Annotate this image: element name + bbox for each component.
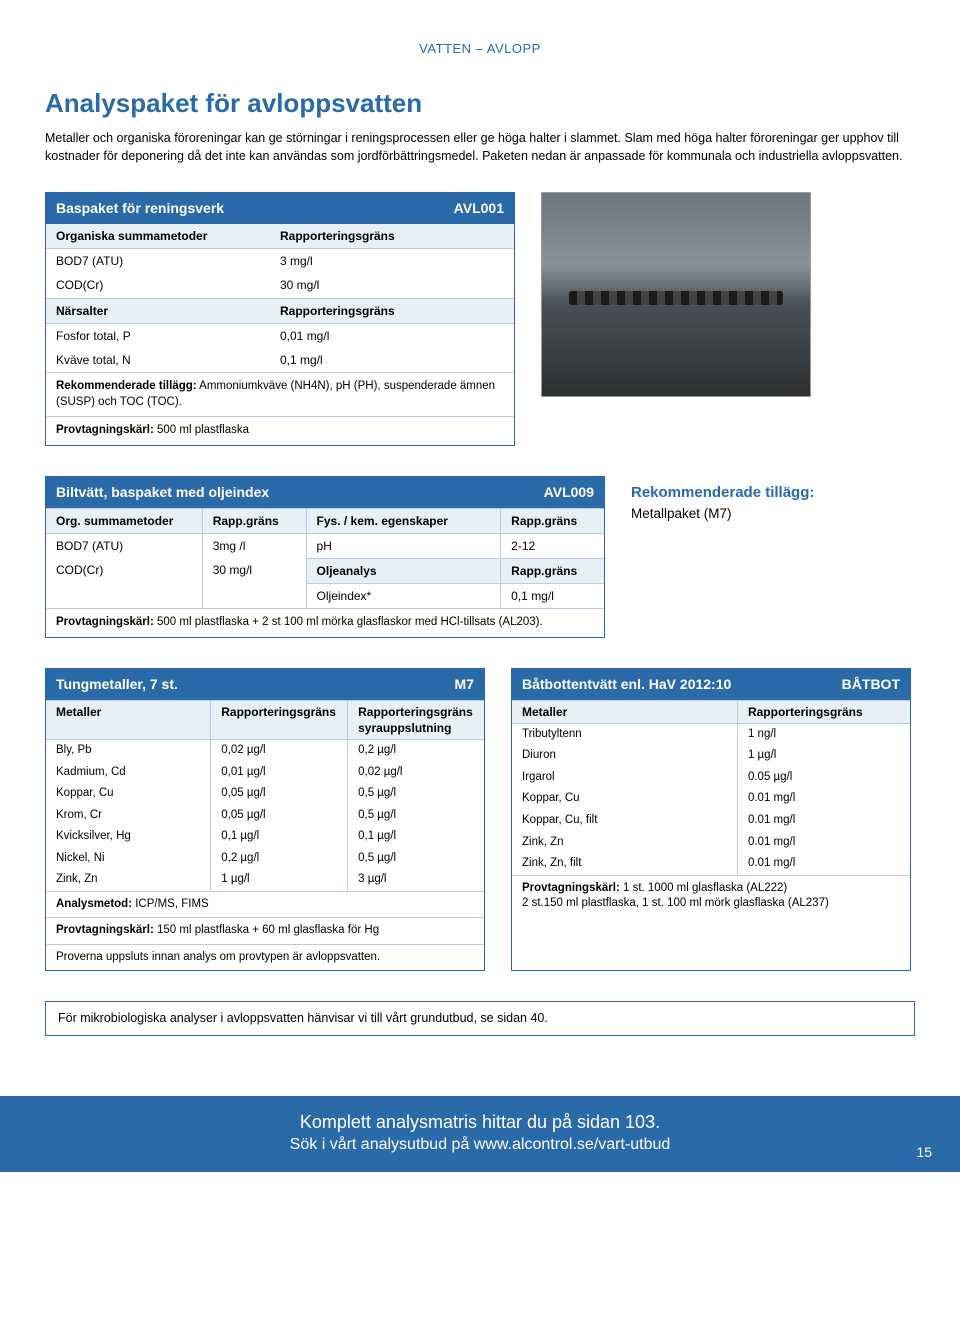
card-title: Båtbottentvätt enl. HaV 2012:10 xyxy=(522,675,731,694)
col-header: Rapp.gräns xyxy=(500,508,604,533)
card-title: Tungmetaller, 7 st. xyxy=(56,675,178,694)
param-value: 0,2 µg/l xyxy=(210,848,347,870)
param-value: 1 µg/l xyxy=(737,745,910,767)
param-value: 0,02 µg/l xyxy=(210,739,347,762)
param-value: 0,5 µg/l xyxy=(347,805,484,827)
param-value: 1 ng/l xyxy=(737,723,910,746)
param-value: 0.05 µg/l xyxy=(737,767,910,789)
param-label: Nickel, Ni xyxy=(46,848,210,870)
card-title: Baspaket för reningsverk xyxy=(56,199,224,218)
param-value: 0.01 mg/l xyxy=(737,810,910,832)
card-code: BÅTBOT xyxy=(842,675,900,694)
col-header: Organiska summametoder xyxy=(56,228,280,244)
card-note: Provtagningskärl: 150 ml plastflaska + 6… xyxy=(46,917,484,944)
card-code: AVL001 xyxy=(454,199,504,218)
card-biltvatt: Biltvätt, baspaket med oljeindex AVL009 O… xyxy=(45,476,605,638)
param-value: 0,01 µg/l xyxy=(210,762,347,784)
col-header: Metaller xyxy=(46,700,210,739)
treatment-plant-photo xyxy=(541,192,811,397)
page-title: Analyspaket för avloppsvatten xyxy=(45,86,915,121)
card-m7: Tungmetaller, 7 st. M7 Metaller Rapporter… xyxy=(45,668,485,971)
param-label: Fosfor total, P xyxy=(56,328,280,344)
param-value: 0,05 µg/l xyxy=(210,805,347,827)
card-note: Rekommenderade tillägg: Rekommenderade t… xyxy=(46,372,514,416)
param-value: 0.01 mg/l xyxy=(737,853,910,875)
card-note: Provtagningskärl: 500 ml plastflaska xyxy=(46,416,514,445)
param-value: 3 µg/l xyxy=(347,869,484,891)
param-value: 0,05 µg/l xyxy=(210,783,347,805)
col-header: Org. summametoder xyxy=(46,508,202,533)
footer-line2: Sök i vårt analysutbud på www.alcontrol.… xyxy=(0,1134,960,1156)
param-label: Zink, Zn xyxy=(512,832,737,854)
param-value: 0,1 µg/l xyxy=(210,826,347,848)
param-value: 30 mg/l xyxy=(280,277,504,293)
card-baspaket: Baspaket för reningsverk AVL001 Organiska… xyxy=(45,192,515,446)
param-label: Kväve total, N xyxy=(56,352,280,368)
col-header: Fys. / kem. egenskaper xyxy=(306,508,501,533)
empty-cell xyxy=(202,583,306,608)
param-label: Koppar, Cu, filt xyxy=(512,810,737,832)
card-note: Proverna uppsluts innan analys om provty… xyxy=(46,944,484,971)
col-header: Metaller xyxy=(512,700,737,723)
card-title: Biltvätt, baspaket med oljeindex xyxy=(56,483,269,502)
microbiology-note: För mikrobiologiska analyser i avloppsva… xyxy=(45,1001,915,1036)
param-value: 0,1 mg/l xyxy=(280,352,504,368)
recommendation-box: Rekommenderade tillägg: Metallpaket (M7) xyxy=(631,476,814,638)
empty-cell xyxy=(46,583,202,608)
param-label: Koppar, Cu xyxy=(512,788,737,810)
param-label: Tributyltenn xyxy=(512,723,737,746)
param-label: COD(Cr) xyxy=(46,558,202,583)
recommendation-body: Metallpaket (M7) xyxy=(631,504,814,524)
param-value: 0.01 mg/l xyxy=(737,788,910,810)
card-note: Analysmetod: ICP/MS, FIMS xyxy=(46,891,484,918)
param-label: Zink, Zn xyxy=(46,869,210,891)
param-label: Oljeindex* xyxy=(306,583,501,608)
intro-text: Metaller och organiska föroreningar kan … xyxy=(45,129,915,167)
page-number: 15 xyxy=(916,1143,932,1162)
param-value: 3 mg/l xyxy=(280,253,504,269)
param-label: Koppar, Cu xyxy=(46,783,210,805)
param-value: 0,1 µg/l xyxy=(347,826,484,848)
card-note: Provtagningskärl: 1 st. 1000 ml glasflas… xyxy=(512,875,910,917)
param-value: 0.01 mg/l xyxy=(737,832,910,854)
param-value: 0,02 µg/l xyxy=(347,762,484,784)
col-header: Rapporteringsgräns xyxy=(280,303,504,319)
card-note: Provtagningskärl: 500 ml plastflaska + 2… xyxy=(46,608,604,637)
col-header: Rapporteringsgräns xyxy=(210,700,347,739)
param-label: Kvicksilver, Hg xyxy=(46,826,210,848)
col-header: Rapp.gräns xyxy=(202,508,306,533)
param-value: 0,5 µg/l xyxy=(347,783,484,805)
param-value: 0,5 µg/l xyxy=(347,848,484,870)
param-value: 0,1 mg/l xyxy=(500,583,604,608)
param-value: 0,2 µg/l xyxy=(347,739,484,762)
recommendation-title: Rekommenderade tillägg: xyxy=(631,482,814,505)
param-value: 30 mg/l xyxy=(202,558,306,583)
param-value: 2-12 xyxy=(500,533,604,558)
param-value: 1 µg/l xyxy=(210,869,347,891)
param-label: Irgarol xyxy=(512,767,737,789)
param-label: Diuron xyxy=(512,745,737,767)
col-header: Rapporteringsgräns xyxy=(280,228,504,244)
page-footer: Komplett analysmatris hittar du på sidan… xyxy=(0,1096,960,1172)
card-code: M7 xyxy=(455,675,474,694)
footer-line1: Komplett analysmatris hittar du på sidan… xyxy=(0,1110,960,1134)
param-label: BOD7 (ATU) xyxy=(46,533,202,558)
col-header: Rapporteringsgräns xyxy=(737,700,910,723)
col-header: Oljeanalys xyxy=(306,558,501,583)
param-label: COD(Cr) xyxy=(56,277,280,293)
param-value: 0,01 mg/l xyxy=(280,328,504,344)
param-label: Zink, Zn, filt xyxy=(512,853,737,875)
col-header: Rapporteringsgräns syrauppslutning xyxy=(347,700,484,739)
param-label: BOD7 (ATU) xyxy=(56,253,280,269)
param-value: 3mg /l xyxy=(202,533,306,558)
card-batbot: Båtbottentvätt enl. HaV 2012:10 BÅTBOT Me… xyxy=(511,668,911,971)
param-label: Krom, Cr xyxy=(46,805,210,827)
param-label: Kadmium, Cd xyxy=(46,762,210,784)
param-label: Bly, Pb xyxy=(46,739,210,762)
category-label: VATTEN – AVLOPP xyxy=(45,40,915,58)
card-code: AVL009 xyxy=(544,483,594,502)
param-label: pH xyxy=(306,533,501,558)
col-header: Rapp.gräns xyxy=(500,558,604,583)
col-header: Närsalter xyxy=(56,303,280,319)
